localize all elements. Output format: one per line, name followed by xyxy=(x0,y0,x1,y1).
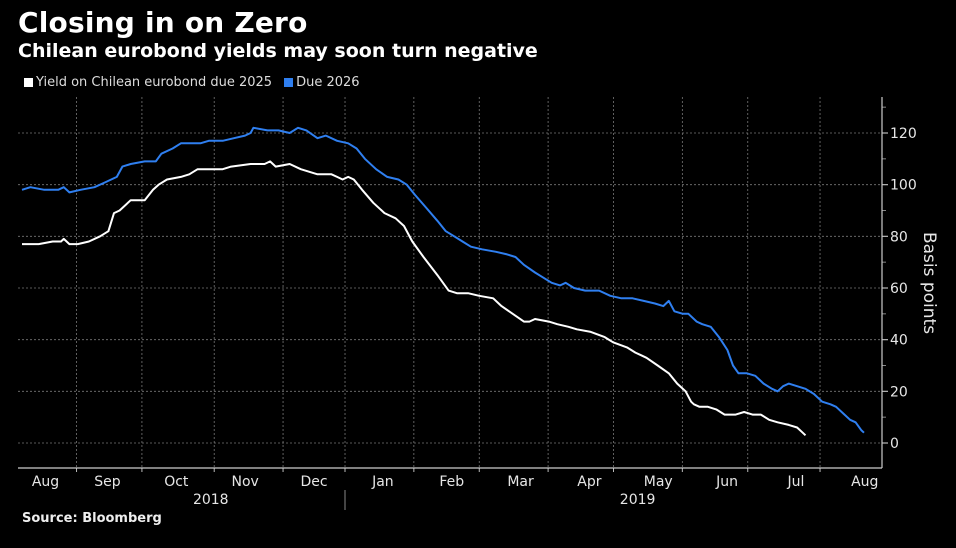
x-tick-label: Sep xyxy=(94,474,121,490)
legend-item-2026: Due 2026 xyxy=(284,75,360,90)
y-tick-label: 100 xyxy=(890,178,917,194)
series-line-2026 xyxy=(21,126,865,434)
y-tick-label: 120 xyxy=(890,126,917,142)
grid xyxy=(18,97,882,468)
x-tick-label: Aug xyxy=(32,474,59,490)
x-tick-label: Dec xyxy=(300,474,327,490)
y-tick-label: 0 xyxy=(890,436,899,452)
y-tick-label: 60 xyxy=(890,281,908,297)
chart-title: Closing in on Zero xyxy=(18,6,308,39)
axes xyxy=(18,97,888,510)
x-tick-label: Oct xyxy=(164,474,189,490)
y-tick-label: 40 xyxy=(890,333,908,349)
x-tick-label: Jul xyxy=(786,474,804,490)
series-lines xyxy=(21,126,865,437)
x-tick-label: Mar xyxy=(507,474,534,490)
x-tick-label: Nov xyxy=(232,474,259,490)
x-year-label: 2019 xyxy=(620,492,656,508)
source-note: Source: Bloomberg xyxy=(22,511,162,526)
legend-label-2026: Due 2026 xyxy=(296,75,360,90)
y-tick-label: 80 xyxy=(890,229,908,245)
x-tick-label: May xyxy=(644,474,673,490)
chart-subtitle: Chilean eurobond yields may soon turn ne… xyxy=(18,40,538,62)
legend: Yield on Chilean eurobond due 2025 Due 2… xyxy=(24,75,360,90)
x-tick-label: Aug xyxy=(851,474,878,490)
legend-swatch-2025 xyxy=(24,78,33,87)
x-year-label: 2018 xyxy=(193,492,229,508)
x-tick-label: Feb xyxy=(439,474,464,490)
y-axis-title: Basis points xyxy=(919,232,939,334)
legend-swatch-2026 xyxy=(284,78,294,87)
legend-label-2025: Yield on Chilean eurobond due 2025 xyxy=(36,75,273,90)
legend-item-2025: Yield on Chilean eurobond due 2025 xyxy=(24,75,272,90)
y-tick-label: 20 xyxy=(890,384,908,400)
series-line-2025 xyxy=(22,160,807,437)
x-tick-label: Jun xyxy=(715,474,738,490)
x-tick-label: Apr xyxy=(577,474,601,490)
axis-labels: 0 20 40 60 80 100 120 Aug Sep Oct Nov Dec Jan Feb Mar A… xyxy=(32,126,917,508)
x-tick-label: Jan xyxy=(371,474,394,490)
